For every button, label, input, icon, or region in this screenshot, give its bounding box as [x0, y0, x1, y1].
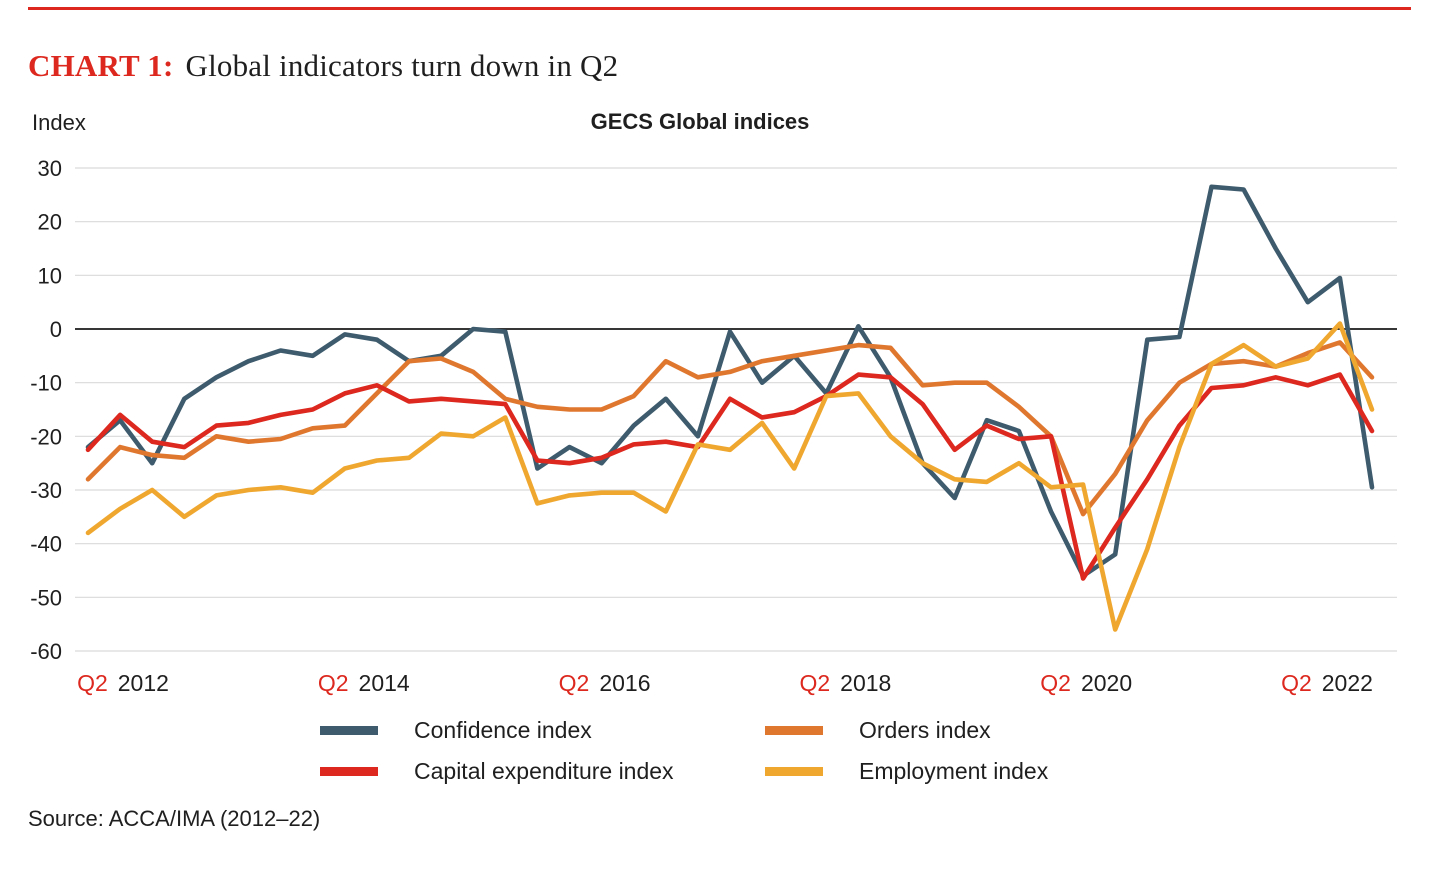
y-tick-label: 20 — [38, 210, 62, 235]
x-tick-label: Q2 2014 — [318, 670, 410, 696]
series-line-orders-index — [85, 340, 1375, 517]
chart-number-label: CHART 1: — [28, 48, 174, 83]
top-rule — [28, 7, 1411, 10]
x-tick-label: Q2 2012 — [77, 670, 169, 696]
chart-legend: Confidence index Orders index Capital ex… — [320, 716, 1048, 785]
chart-title-text: Global indicators turn down in Q2 — [185, 48, 619, 83]
y-tick-label: -30 — [30, 478, 62, 503]
line-chart: 30 20 10 0 -10 -20 -30 -40 -50 -60 Q2 2012 Q2 2014 Q2 2… — [30, 156, 1397, 696]
series-line-employment-index — [85, 321, 1375, 632]
y-tick-label: -10 — [30, 371, 62, 396]
legend-item-confidence: Confidence index — [320, 716, 765, 744]
series-line-capital-expenditure-index — [85, 372, 1375, 581]
x-tick-label: Q2 2018 — [799, 670, 891, 696]
y-tick-label: 10 — [38, 263, 62, 288]
legend-swatch-confidence-index — [320, 725, 378, 735]
y-axis-unit-label: Index — [32, 110, 86, 135]
x-tick-label: Q2 2020 — [1040, 670, 1132, 696]
legend-label-orders-index: Orders index — [859, 716, 991, 743]
chart-heading: CHART 1: Global indicators turn down in Q… — [28, 48, 618, 84]
x-tick-label: Q2 2022 — [1281, 670, 1373, 696]
y-tick-label: 0 — [50, 317, 62, 342]
y-tick-label: -40 — [30, 532, 62, 557]
legend-label-employment-index: Employment index — [859, 757, 1049, 784]
legend-swatch-employment-index — [765, 766, 823, 776]
legend-swatch-capital-expenditure-index — [320, 766, 378, 776]
x-tick-label: Q2 2016 — [559, 670, 651, 696]
plot-title: GECS Global indices — [590, 109, 810, 134]
legend-swatch-orders-index — [765, 725, 823, 735]
series-line-confidence-index — [85, 184, 1375, 579]
y-tick-label: -50 — [30, 585, 62, 610]
legend-item-capital-expenditure: Capital expenditure index — [320, 757, 765, 785]
y-tick-label: -60 — [30, 639, 62, 664]
source-note: Source: ACCA/IMA (2012–22) — [28, 806, 321, 831]
y-tick-label: -20 — [30, 424, 62, 449]
legend-item-employment: Employment index — [765, 757, 1048, 785]
legend-label-confidence-index: Confidence index — [414, 716, 592, 743]
y-tick-label: 30 — [38, 156, 62, 181]
legend-item-orders: Orders index — [765, 716, 1048, 744]
legend-label-capital-expenditure-index: Capital expenditure index — [414, 757, 674, 784]
